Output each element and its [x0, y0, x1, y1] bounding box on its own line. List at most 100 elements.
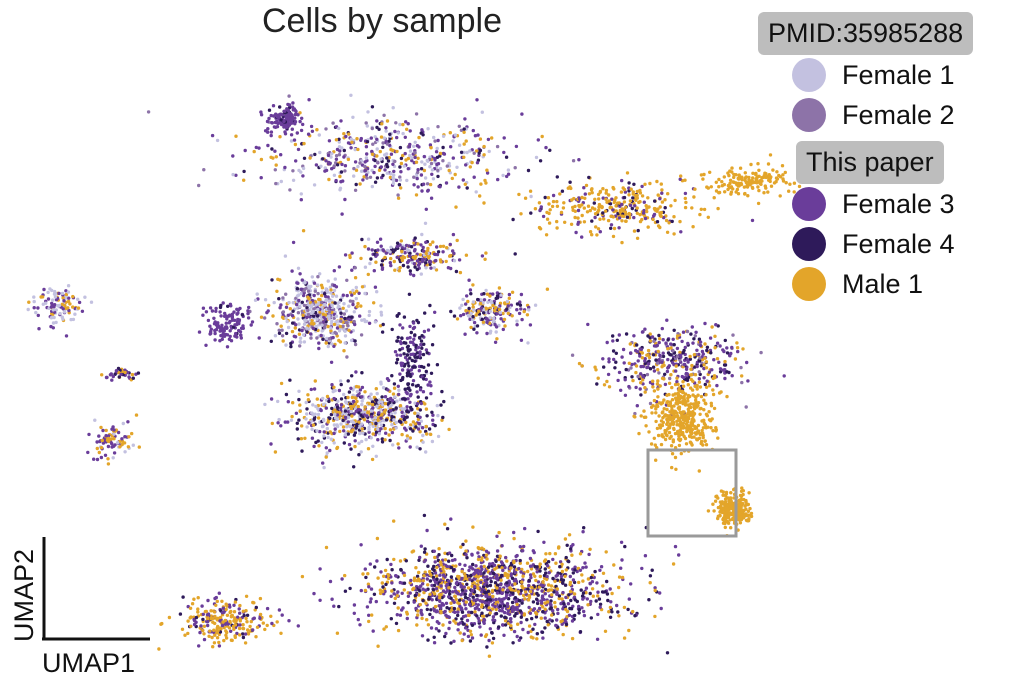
data-point: [448, 254, 452, 258]
data-point: [663, 372, 667, 376]
data-point: [614, 351, 618, 355]
data-point: [527, 305, 531, 310]
data-point: [644, 424, 648, 428]
data-point: [474, 190, 478, 194]
data-point: [330, 303, 334, 308]
data-point: [697, 352, 701, 357]
data-point: [222, 329, 226, 333]
data-point: [466, 313, 471, 318]
data-point: [441, 159, 445, 163]
data-point: [216, 321, 220, 325]
data-point: [438, 185, 442, 189]
data-point: [465, 618, 470, 623]
data-point: [638, 200, 642, 204]
data-point: [609, 223, 614, 227]
data-point: [411, 340, 415, 345]
data-point: [681, 380, 685, 384]
data-point: [429, 161, 434, 166]
data-point: [395, 244, 399, 249]
data-point: [303, 436, 307, 440]
data-point: [427, 427, 432, 431]
data-point: [317, 341, 321, 345]
data-point: [424, 207, 428, 211]
data-point: [685, 423, 689, 427]
data-point: [263, 316, 267, 320]
data-point: [194, 615, 199, 620]
data-point: [445, 246, 449, 250]
data-point: [342, 392, 346, 397]
data-point: [624, 205, 628, 210]
data-point: [693, 395, 697, 399]
data-point: [298, 304, 302, 309]
data-point: [713, 346, 717, 350]
data-point: [279, 118, 283, 122]
data-point: [657, 371, 661, 375]
data-point: [410, 358, 414, 363]
data-point: [705, 414, 709, 418]
data-point: [382, 627, 386, 631]
data-point: [705, 345, 710, 349]
data-point: [224, 633, 228, 637]
data-point: [678, 219, 682, 224]
data-point: [400, 346, 405, 351]
data-point: [743, 178, 747, 183]
data-point: [485, 171, 490, 175]
data-point: [494, 306, 498, 310]
data-point: [212, 641, 217, 645]
data-point: [681, 375, 686, 380]
data-point: [475, 149, 479, 153]
data-point: [358, 408, 363, 412]
data-point: [236, 311, 240, 315]
data-point: [275, 119, 279, 124]
data-point: [690, 206, 694, 210]
data-point: [663, 437, 668, 442]
data-point: [726, 183, 731, 188]
data-point: [676, 382, 680, 387]
data-point: [238, 603, 242, 608]
data-point: [405, 358, 409, 362]
data-point: [290, 329, 295, 334]
data-point: [698, 432, 702, 436]
data-point: [475, 98, 479, 102]
data-point: [338, 324, 342, 329]
data-point: [707, 410, 711, 414]
data-point: [296, 147, 301, 152]
data-point: [252, 601, 256, 605]
data-point: [302, 141, 306, 146]
data-point: [375, 405, 379, 409]
data-point: [697, 370, 701, 374]
data-point: [350, 268, 354, 272]
data-point: [209, 609, 213, 613]
data-point: [62, 310, 67, 314]
data-point: [665, 400, 669, 405]
data-point: [611, 349, 616, 353]
data-point: [419, 173, 424, 177]
data-point: [337, 388, 342, 393]
data-point: [334, 138, 339, 142]
data-point: [576, 208, 581, 213]
data-point: [715, 357, 720, 361]
data-point: [601, 187, 605, 191]
data-point: [237, 626, 242, 631]
data-point: [782, 374, 786, 378]
cluster-center-lower: [263, 370, 455, 470]
data-point: [392, 169, 396, 174]
data-point: [672, 343, 676, 347]
data-point: [604, 197, 608, 201]
data-point: [555, 226, 559, 230]
data-point: [751, 186, 755, 190]
data-point: [296, 624, 300, 628]
data-point: [391, 181, 396, 186]
data-point: [401, 122, 405, 127]
data-point: [328, 285, 333, 289]
data-point: [652, 214, 656, 218]
data-point: [632, 182, 636, 186]
data-point: [697, 380, 702, 384]
data-point: [323, 294, 328, 299]
data-point: [312, 307, 316, 311]
data-point: [723, 514, 727, 518]
data-point: [355, 137, 359, 141]
data-point: [291, 101, 295, 105]
data-point: [324, 455, 328, 459]
data-point: [356, 393, 360, 398]
